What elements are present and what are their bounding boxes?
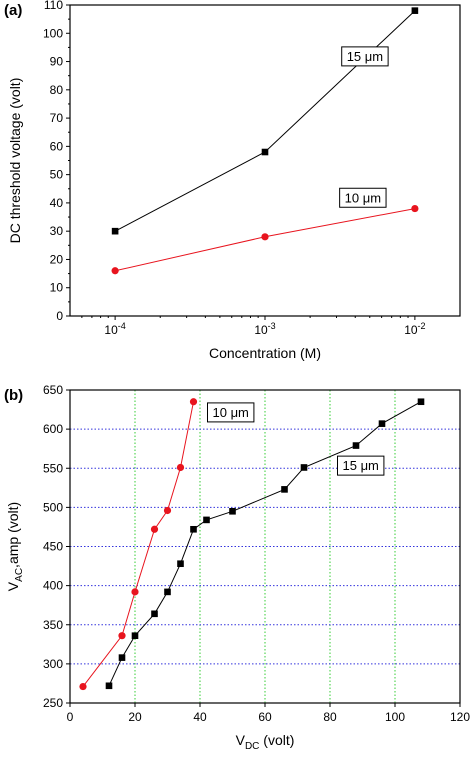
data-point: [150, 525, 159, 533]
data-point: [411, 204, 419, 213]
x-axis-label: Concentration (M): [209, 345, 321, 361]
series-10m-um: 10 μm: [111, 187, 419, 275]
data-point: [229, 507, 236, 515]
y-tick-label: 20: [50, 252, 64, 266]
data-point: [79, 682, 87, 691]
y-tick-label: 450: [43, 540, 63, 554]
series-label: 15 μm: [347, 49, 383, 64]
x-tick-label: 60: [258, 710, 272, 724]
x-tick-label: 100: [385, 710, 405, 724]
series-line: [82, 401, 194, 687]
data-point: [118, 654, 126, 661]
series-label-box: [339, 187, 387, 208]
data-point: [190, 525, 197, 533]
y-tick-label: 70: [50, 111, 64, 125]
data-point: [105, 682, 113, 690]
data-point: [189, 398, 198, 406]
plot-frame: [69, 4, 461, 317]
y-tick-label: 30: [50, 224, 64, 238]
series-label: 10 μm: [345, 190, 381, 205]
data-point: [261, 148, 269, 156]
data-point: [131, 588, 139, 596]
y-tick-label: 550: [43, 461, 63, 475]
data-point: [131, 632, 139, 640]
series-label-box: [207, 402, 255, 423]
x-tick-label: 10-3: [254, 321, 275, 337]
series-15m-um: 15 μm: [111, 7, 419, 235]
y-tick-label: 60: [50, 139, 64, 153]
series-line: [108, 401, 422, 687]
x-tick-label: 120: [450, 710, 470, 724]
y-tick-label: 40: [50, 196, 64, 210]
x-tick-label: 40: [193, 710, 207, 724]
data-point: [111, 267, 119, 275]
series-15m-um: 15 μm: [105, 398, 425, 690]
y-tick-label: 80: [50, 83, 64, 97]
data-point: [176, 463, 185, 472]
series-label-box: [341, 46, 389, 67]
series-10m-um: 10 μm: [79, 398, 255, 691]
y-tick-label: 0: [56, 309, 63, 323]
data-point: [163, 506, 172, 515]
y-tick-label: 600: [43, 422, 63, 436]
data-point: [164, 588, 171, 596]
y-tick-label: 90: [50, 55, 64, 69]
y-tick-label: 10: [50, 281, 64, 295]
data-point: [300, 464, 308, 471]
y-tick-label: 250: [43, 696, 63, 710]
data-point: [203, 516, 210, 524]
y-tick-label: 100: [43, 26, 63, 40]
y-tick-label: 400: [43, 579, 63, 593]
y-tick-label: 350: [43, 618, 63, 632]
data-point: [177, 560, 184, 568]
series-label: 10 μm: [213, 405, 249, 420]
panel-label: (b): [4, 387, 23, 404]
data-point: [111, 227, 119, 235]
y-tick-label: 650: [43, 383, 63, 397]
data-point: [417, 398, 425, 406]
y-axis-label: VAC,amp (volt): [5, 502, 25, 591]
chart-panel-b: 250 300 350 400 450 500 550 600 650 0 20 40 60 80 100 1…: [4, 383, 470, 752]
data-point: [411, 7, 419, 14]
x-tick-label: 10-4: [104, 321, 125, 337]
data-point: [281, 486, 288, 493]
series-label-box: [337, 455, 385, 476]
data-point: [261, 233, 269, 241]
x-tick-label: 0: [67, 710, 74, 724]
chart-panel-a: 0 10 20 30 40 50 60 70 80 90 100 110 10-4 10-3 10-2 Con…: [4, 0, 461, 361]
x-axis-label: VDC (volt): [236, 732, 295, 752]
y-axis-label: DC threshold voltage (volt): [7, 78, 23, 244]
y-tick-label: 500: [43, 500, 63, 514]
x-tick-label: 10-2: [404, 321, 425, 337]
x-tick-label: 20: [128, 710, 142, 724]
y-tick-label: 110: [44, 0, 63, 12]
data-point: [378, 420, 386, 427]
panel-label: (a): [4, 2, 22, 19]
y-tick-label: 300: [43, 657, 63, 671]
x-tick-label: 80: [323, 710, 337, 724]
y-tick-label: 50: [50, 168, 64, 182]
data-point: [118, 632, 126, 640]
data-point: [352, 442, 360, 449]
data-point: [151, 610, 158, 618]
series-label: 15 μm: [343, 458, 379, 473]
